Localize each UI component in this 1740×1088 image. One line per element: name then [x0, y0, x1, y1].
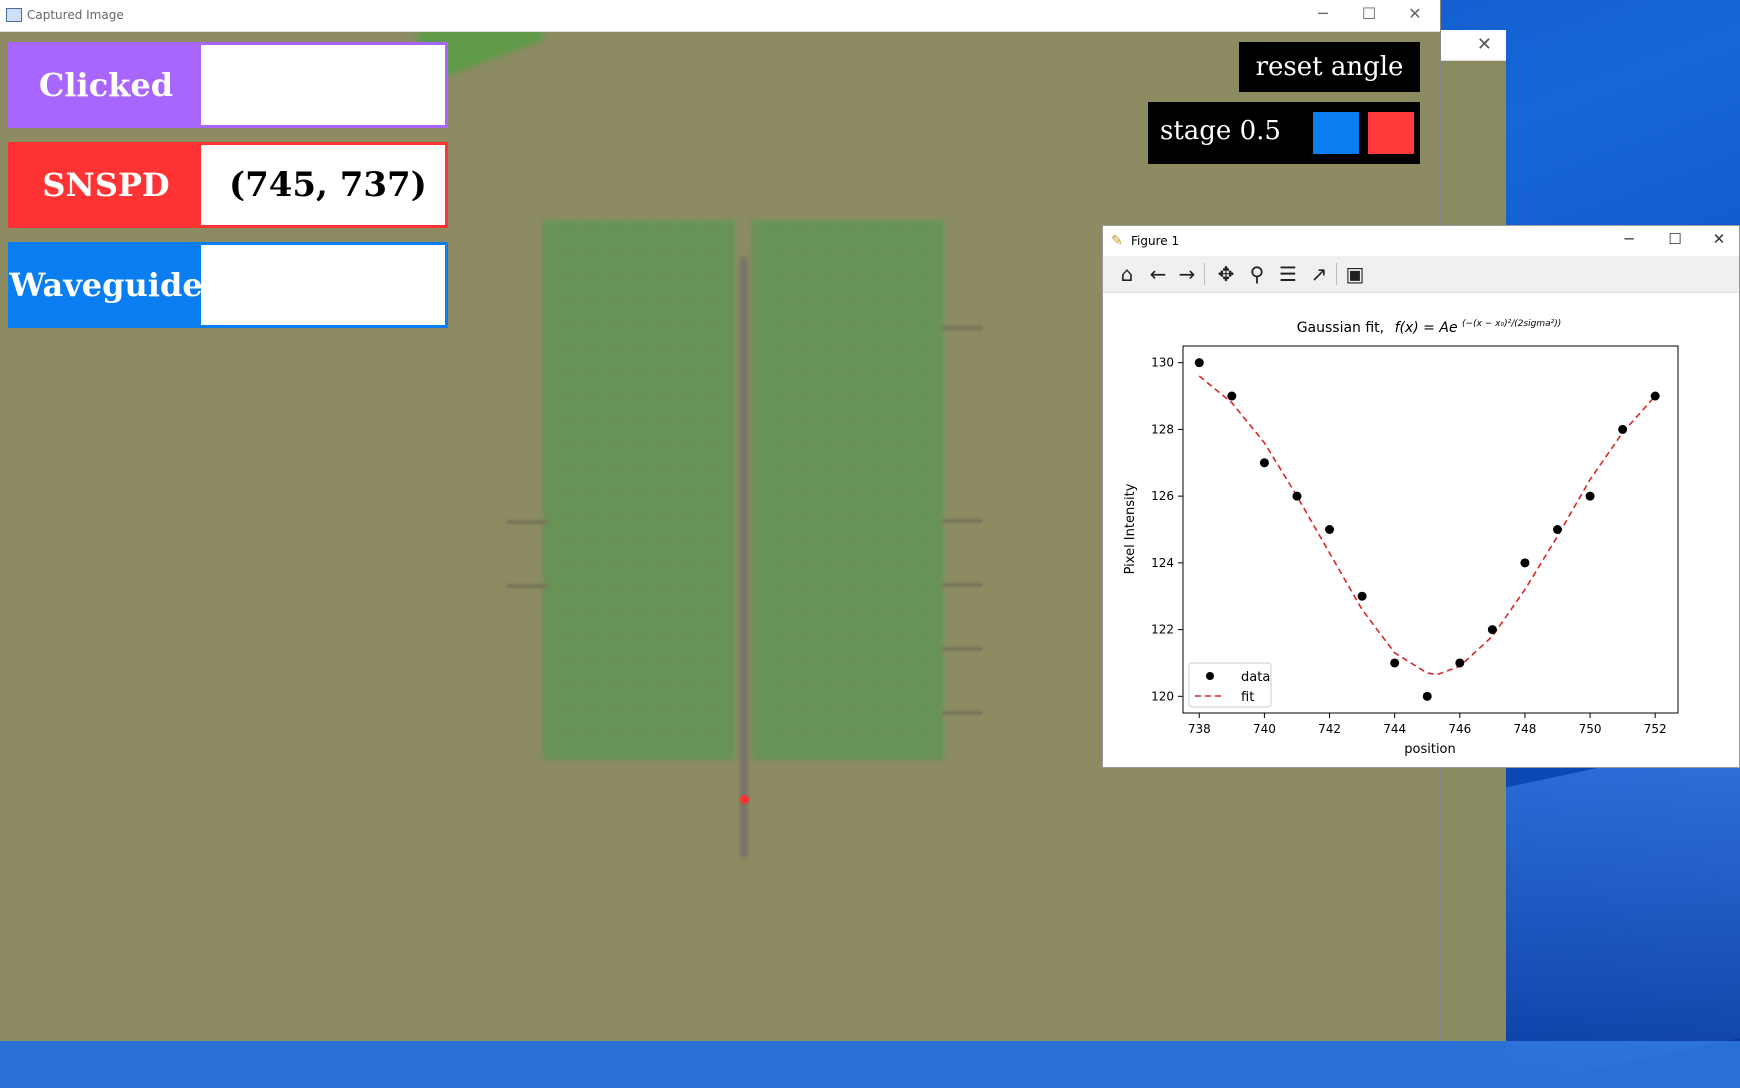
reset-angle-button[interactable]: reset angle	[1239, 42, 1420, 92]
snspd-marker	[740, 795, 749, 804]
data-point	[1292, 491, 1302, 501]
pad-stub	[507, 520, 547, 524]
data-point	[1520, 558, 1530, 568]
clicked-box[interactable]: Clicked	[8, 42, 448, 128]
figure-titlebar[interactable]: ✎ Figure 1 ─ ☐ ✕	[1103, 226, 1739, 256]
pad-stub	[942, 583, 982, 587]
x-axis-ticks: 738 740 742 744 746 748 750 752	[1188, 713, 1667, 736]
background-window-close-button[interactable]: ✕	[1476, 34, 1492, 55]
waveguide-box[interactable]: Waveguide	[8, 242, 448, 328]
data-point	[1227, 391, 1237, 401]
snspd-value: (745, 737)	[229, 165, 427, 205]
waveguide-line	[740, 257, 748, 857]
data-point	[1455, 658, 1465, 668]
close-button[interactable]: ✕	[1408, 4, 1422, 23]
data-point	[1618, 424, 1628, 434]
window-title: Captured Image	[27, 8, 124, 22]
back-icon[interactable]: ←	[1149, 262, 1167, 286]
wallpaper-light-beam	[1505, 732, 1740, 1088]
toolbar-separator	[1204, 263, 1205, 285]
plot-area[interactable]: Gaussian fit, f(x) = Ae (−(x − x₀)²/(2si…	[1103, 293, 1739, 767]
snspd-label: SNSPD	[11, 145, 201, 225]
clicked-value	[201, 45, 445, 125]
forward-icon[interactable]: →	[1178, 262, 1196, 286]
x-tick-label: 744	[1383, 722, 1406, 736]
toolbar-separator	[1336, 263, 1337, 285]
matplotlib-icon: ✎	[1111, 233, 1123, 249]
data-point	[1357, 591, 1367, 601]
data-point	[1487, 625, 1497, 635]
data-point	[1650, 391, 1660, 401]
figure-minimize-button[interactable]: ─	[1624, 230, 1634, 248]
x-tick-label: 738	[1188, 722, 1211, 736]
y-tick-label: 120	[1151, 689, 1174, 703]
stage-panel: stage 0.5	[1148, 102, 1420, 164]
fit-line	[1198, 375, 1656, 676]
x-tick-label: 746	[1448, 722, 1471, 736]
figure-title: Figure 1	[1131, 234, 1180, 248]
edit-axis-icon[interactable]: ↗	[1310, 262, 1328, 286]
waveguide-value	[201, 245, 445, 325]
save-icon[interactable]: ▣	[1345, 262, 1365, 286]
legend-data-label: data	[1241, 670, 1270, 685]
y-tick-label: 124	[1151, 556, 1174, 570]
plot-frame	[1182, 345, 1679, 714]
fit-series	[1198, 375, 1656, 676]
home-icon[interactable]: ⌂	[1120, 262, 1134, 286]
pad-stub	[942, 519, 982, 523]
pad-stub	[942, 326, 982, 330]
stage-blue-button[interactable]	[1313, 112, 1359, 154]
stage-label: stage 0.5	[1160, 116, 1281, 146]
maximize-button[interactable]: ☐	[1361, 4, 1377, 23]
x-tick-label: 752	[1644, 722, 1667, 736]
zoom-icon[interactable]: ⚲	[1249, 262, 1265, 286]
pad-stub	[942, 711, 982, 715]
captured-image-canvas[interactable]: Clicked SNSPD (745, 737) Waveguide reset…	[0, 32, 1440, 1041]
data-point	[1553, 525, 1563, 534]
figure-maximize-button[interactable]: ☐	[1668, 230, 1682, 248]
waveguide-label: Waveguide	[9, 245, 203, 325]
configure-subplots-icon[interactable]: ☰	[1279, 262, 1297, 286]
data-series	[1194, 358, 1660, 701]
x-tick-label: 740	[1253, 722, 1276, 736]
y-axis-ticks: 120 122 124 126 128 130	[1151, 356, 1183, 703]
data-point	[1325, 525, 1335, 534]
minimize-button[interactable]: ─	[1318, 4, 1328, 23]
legend: data fit	[1188, 662, 1272, 708]
app-window-icon	[6, 8, 22, 22]
y-tick-label: 126	[1151, 489, 1174, 503]
x-tick-label: 742	[1318, 722, 1341, 736]
chart-title: Gaussian fit, f(x) = Ae (−(x − x₀)²/(2si…	[1297, 319, 1562, 336]
figure-toolbar: ⌂ ← → ✥ ⚲ ☰ ↗ ▣	[1103, 256, 1739, 293]
captured-image-window[interactable]: Captured Image ─ ☐ ✕ Clicked SNSPD (745,…	[0, 0, 1441, 1041]
data-point	[1422, 691, 1432, 701]
data-point	[1194, 358, 1204, 368]
data-point	[1585, 491, 1595, 501]
pan-icon[interactable]: ✥	[1217, 262, 1235, 286]
snspd-box[interactable]: SNSPD (745, 737)	[8, 142, 448, 228]
x-tick-label: 748	[1513, 722, 1536, 736]
pad-stub	[942, 647, 982, 651]
figure-close-button[interactable]: ✕	[1712, 230, 1726, 248]
y-tick-label: 130	[1151, 356, 1174, 370]
x-axis-label: position	[1404, 742, 1456, 757]
data-point	[1259, 458, 1269, 468]
x-tick-label: 750	[1579, 722, 1602, 736]
data-point	[1390, 658, 1400, 668]
figure-window[interactable]: ✎ Figure 1 ─ ☐ ✕ ⌂ ← → ✥ ⚲ ☰ ↗ ▣ Gaussia…	[1102, 225, 1740, 768]
y-tick-label: 128	[1151, 422, 1174, 436]
clicked-label: Clicked	[11, 45, 201, 125]
detector-pad-right	[752, 220, 944, 760]
gaussian-fit-chart[interactable]: Gaussian fit, f(x) = Ae (−(x − x₀)²/(2si…	[1103, 293, 1739, 767]
pad-stub	[507, 584, 547, 588]
legend-data-marker	[1206, 672, 1214, 680]
y-axis-label: Pixel Intensity	[1123, 483, 1138, 574]
detector-pad-left	[543, 220, 735, 760]
captured-image-titlebar[interactable]: Captured Image ─ ☐ ✕	[0, 0, 1440, 32]
stage-red-button[interactable]	[1368, 112, 1414, 154]
legend-fit-label: fit	[1241, 690, 1254, 705]
y-tick-label: 122	[1151, 623, 1174, 637]
